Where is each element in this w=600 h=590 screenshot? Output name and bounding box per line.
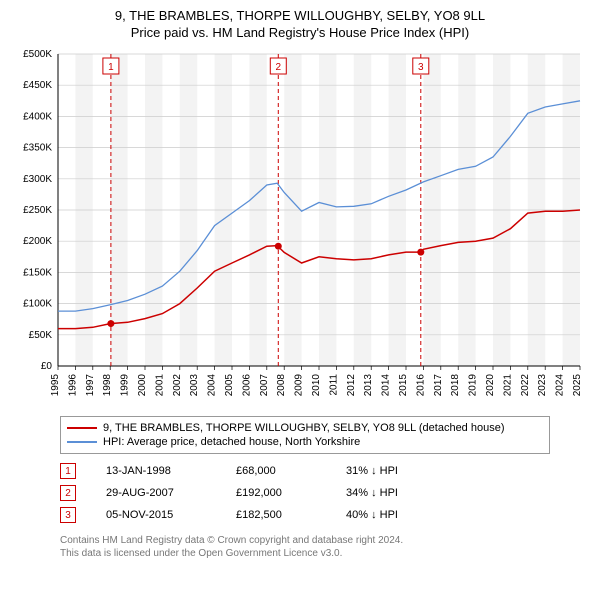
svg-text:3: 3 <box>418 62 424 73</box>
svg-text:2005: 2005 <box>224 374 235 397</box>
svg-text:1: 1 <box>108 62 114 73</box>
svg-text:1995: 1995 <box>50 374 61 397</box>
title-block: 9, THE BRAMBLES, THORPE WILLOUGHBY, SELB… <box>10 8 590 40</box>
svg-text:£250K: £250K <box>23 205 52 216</box>
legend: 9, THE BRAMBLES, THORPE WILLOUGHBY, SELB… <box>60 416 550 454</box>
marker-badge-1: 1 <box>60 463 76 479</box>
svg-text:2022: 2022 <box>520 374 531 397</box>
svg-text:£100K: £100K <box>23 299 52 310</box>
svg-text:2004: 2004 <box>207 374 218 397</box>
svg-text:2014: 2014 <box>381 374 392 397</box>
svg-text:2002: 2002 <box>172 374 183 397</box>
svg-text:2023: 2023 <box>537 374 548 397</box>
svg-text:2013: 2013 <box>363 374 374 397</box>
svg-text:2006: 2006 <box>241 374 252 397</box>
svg-text:2012: 2012 <box>346 374 357 397</box>
svg-text:£500K: £500K <box>23 49 52 60</box>
legend-item-hpi: HPI: Average price, detached house, Nort… <box>67 435 543 449</box>
svg-text:2008: 2008 <box>276 374 287 397</box>
chart-container: 9, THE BRAMBLES, THORPE WILLOUGHBY, SELB… <box>0 0 600 590</box>
svg-text:£150K: £150K <box>23 267 52 278</box>
marker-date-2: 29-AUG-2007 <box>106 487 206 499</box>
marker-diff-3: 40% ↓ HPI <box>346 509 436 521</box>
svg-text:2021: 2021 <box>502 374 513 397</box>
svg-text:2019: 2019 <box>468 374 479 397</box>
svg-text:£350K: £350K <box>23 143 52 154</box>
marker-date-1: 13-JAN-1998 <box>106 465 206 477</box>
table-row: 3 05-NOV-2015 £182,500 40% ↓ HPI <box>60 504 550 526</box>
svg-text:2020: 2020 <box>485 374 496 397</box>
marker-date-3: 05-NOV-2015 <box>106 509 206 521</box>
marker-price-3: £182,500 <box>236 509 316 521</box>
svg-text:£200K: £200K <box>23 236 52 247</box>
svg-text:2009: 2009 <box>294 374 305 397</box>
svg-text:£0: £0 <box>41 361 53 372</box>
svg-text:2018: 2018 <box>450 374 461 397</box>
legend-label-hpi: HPI: Average price, detached house, Nort… <box>103 436 360 448</box>
legend-item-property: 9, THE BRAMBLES, THORPE WILLOUGHBY, SELB… <box>67 421 543 435</box>
svg-text:£400K: £400K <box>23 111 52 122</box>
svg-text:2025: 2025 <box>572 374 583 397</box>
svg-text:1999: 1999 <box>120 374 131 397</box>
chart: £0 £50K £100K £150K £200K £250K £300K £350K £400… <box>10 48 590 408</box>
footnote-line2: This data is licensed under the Open Gov… <box>60 547 580 560</box>
table-row: 1 13-JAN-1998 £68,000 31% ↓ HPI <box>60 460 550 482</box>
svg-text:£450K: £450K <box>23 80 52 91</box>
svg-text:1998: 1998 <box>102 374 113 397</box>
legend-swatch-hpi <box>67 441 97 443</box>
footnote-line1: Contains HM Land Registry data © Crown c… <box>60 534 580 547</box>
footnote: Contains HM Land Registry data © Crown c… <box>60 534 580 560</box>
svg-text:2024: 2024 <box>555 374 566 397</box>
marker-badge-2: 2 <box>60 485 76 501</box>
svg-text:2007: 2007 <box>259 374 270 397</box>
svg-text:2017: 2017 <box>433 374 444 397</box>
svg-text:2: 2 <box>276 62 282 73</box>
svg-text:2010: 2010 <box>311 374 322 397</box>
legend-swatch-property <box>67 427 97 429</box>
svg-text:1997: 1997 <box>85 374 96 397</box>
legend-label-property: 9, THE BRAMBLES, THORPE WILLOUGHBY, SELB… <box>103 422 505 434</box>
table-row: 2 29-AUG-2007 £192,000 34% ↓ HPI <box>60 482 550 504</box>
marker-price-1: £68,000 <box>236 465 316 477</box>
marker-price-2: £192,000 <box>236 487 316 499</box>
svg-text:2003: 2003 <box>189 374 200 397</box>
svg-text:£50K: £50K <box>29 330 53 341</box>
svg-text:2011: 2011 <box>328 374 339 396</box>
svg-text:2016: 2016 <box>415 374 426 397</box>
svg-text:2001: 2001 <box>154 374 165 397</box>
title-subtitle: Price paid vs. HM Land Registry's House … <box>10 25 590 40</box>
svg-text:2000: 2000 <box>137 374 148 397</box>
marker-diff-2: 34% ↓ HPI <box>346 487 436 499</box>
sale-markers-table: 1 13-JAN-1998 £68,000 31% ↓ HPI 2 29-AUG… <box>60 460 550 526</box>
marker-badge-3: 3 <box>60 507 76 523</box>
svg-text:2015: 2015 <box>398 374 409 397</box>
svg-text:£300K: £300K <box>23 174 52 185</box>
chart-svg: £0 £50K £100K £150K £200K £250K £300K £350K £400… <box>10 48 590 408</box>
svg-text:1996: 1996 <box>67 374 78 397</box>
title-address: 9, THE BRAMBLES, THORPE WILLOUGHBY, SELB… <box>10 8 590 23</box>
marker-diff-1: 31% ↓ HPI <box>346 465 436 477</box>
